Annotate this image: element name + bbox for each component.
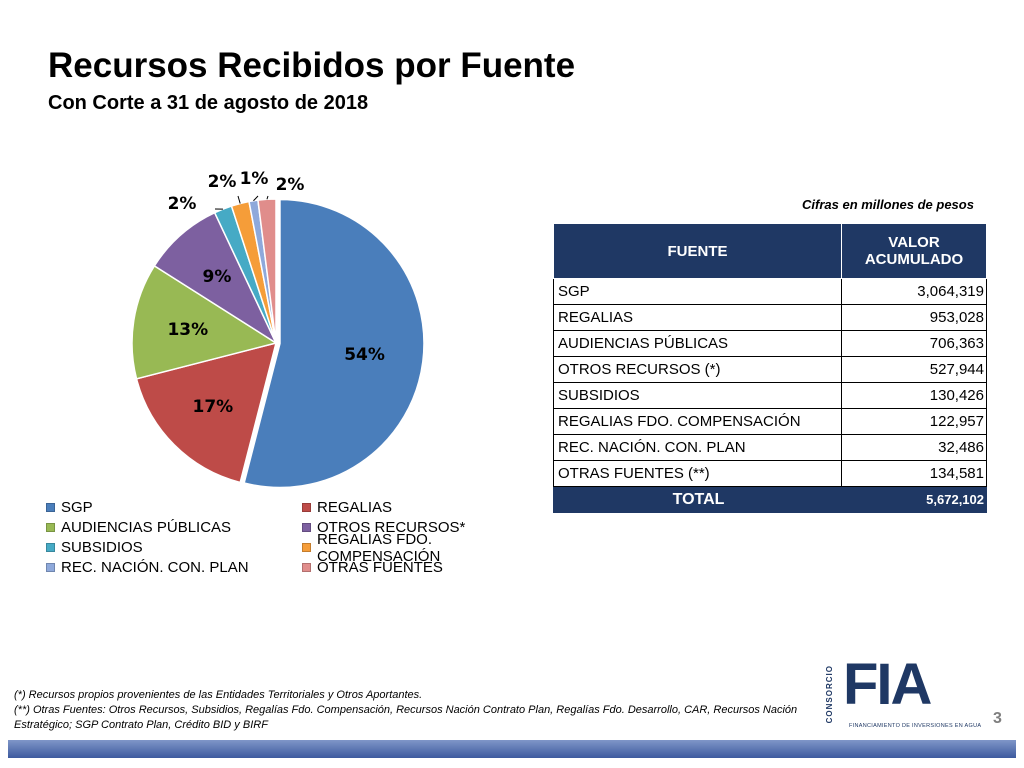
table-cell-fuente: REC. NACIÓN. CON. PLAN bbox=[553, 434, 842, 461]
page-number: 3 bbox=[993, 710, 1002, 727]
legend-label: OTROS RECURSOS* bbox=[317, 519, 466, 536]
legend-swatch bbox=[46, 563, 55, 572]
legend-swatch bbox=[302, 563, 311, 572]
table-cell-valor: 134,581 bbox=[841, 460, 987, 487]
fia-logo: CONSORCIO FIA FINANCIAMIENTO DE INVERSIO… bbox=[825, 652, 981, 735]
footnote-1: (*) Recursos propios provenientes de las… bbox=[14, 689, 423, 701]
table-row: AUDIENCIAS PÚBLICAS 706,363 bbox=[553, 330, 987, 357]
pie-data-label: 2% bbox=[276, 175, 305, 195]
page-title: Recursos Recibidos por Fuente bbox=[48, 46, 576, 85]
table-cell-valor: 122,957 bbox=[841, 408, 987, 435]
header-valor: VALOR ACUMULADO bbox=[841, 223, 987, 279]
table-cell-fuente: AUDIENCIAS PÚBLICAS bbox=[553, 330, 842, 357]
pie-data-label: 54% bbox=[344, 345, 385, 365]
legend-item: OTROS RECURSOS* bbox=[302, 518, 558, 537]
logo-side-text: CONSORCIO bbox=[825, 665, 834, 724]
table-cell-valor: 953,028 bbox=[841, 304, 987, 331]
pie-leader-line bbox=[237, 195, 241, 204]
legend-item: REC. NACIÓN. CON. PLAN bbox=[46, 558, 302, 577]
pie-data-label: 1% bbox=[240, 169, 269, 189]
table-cell-valor: 706,363 bbox=[841, 330, 987, 357]
table-cell-valor: 130,426 bbox=[841, 382, 987, 409]
legend-label: SUBSIDIOS bbox=[61, 539, 143, 556]
table-body: SGP 3,064,319 REGALIAS 953,028 AUDIENCIAS PÚ… bbox=[553, 278, 987, 513]
pie-data-label: 17% bbox=[193, 397, 234, 417]
legend-swatch bbox=[46, 503, 55, 512]
legend-label: OTRAS FUENTES bbox=[317, 559, 443, 576]
legend-label: SGP bbox=[61, 499, 93, 516]
header-fuente: FUENTE bbox=[553, 223, 842, 279]
total-row: TOTAL 5,672,102 bbox=[553, 486, 987, 513]
sources-table: FUENTE VALOR ACUMULADO SGP 3,064,319 REGAL… bbox=[553, 223, 987, 513]
legend-label: REGALIAS FDO. COMPENSACIÓN bbox=[316, 530, 441, 565]
legend-swatch bbox=[46, 523, 55, 532]
table-row: OTROS RECURSOS (*) 527,944 bbox=[553, 356, 987, 383]
table-row: SGP 3,064,319 bbox=[553, 278, 987, 305]
pie-slice bbox=[131, 264, 278, 380]
legend-swatch bbox=[302, 543, 311, 552]
legend-label: REGALIAS bbox=[317, 499, 393, 516]
table-row: SUBSIDIOS 130,426 bbox=[553, 382, 987, 409]
table-cell-fuente: OTRAS FUENTES (**) bbox=[553, 460, 842, 487]
page-subtitle: Con Corte a 31 de agosto de 2018 bbox=[48, 92, 369, 114]
pie-data-label: 9% bbox=[203, 267, 232, 287]
table-cell-fuente: OTROS RECURSOS (*) bbox=[553, 356, 842, 383]
chart-legend: SGP REGALIAS AUDIENCIAS PÚBLICAS OTROS RECU… bbox=[46, 498, 566, 577]
pie-slice bbox=[243, 198, 425, 489]
pie-data-label: 13% bbox=[167, 320, 208, 340]
legend-item: SGP bbox=[46, 498, 302, 517]
legend-item: OTRAS FUENTES bbox=[302, 558, 558, 577]
legend-swatch bbox=[302, 503, 311, 512]
table-header-row: FUENTE VALOR ACUMULADO bbox=[553, 223, 987, 279]
total-value: 5,672,102 bbox=[841, 486, 987, 513]
pie-data-label: 2% bbox=[168, 194, 197, 214]
table-row: REC. NACIÓN. CON. PLAN 32,486 bbox=[553, 434, 987, 461]
legend-item: REGALIAS FDO. COMPENSACIÓN bbox=[302, 531, 558, 565]
bottom-bar bbox=[8, 740, 1016, 758]
units-note: Cifras en millones de pesos bbox=[802, 197, 974, 212]
table-cell-fuente: SUBSIDIOS bbox=[553, 382, 842, 409]
table-cell-fuente: REGALIAS bbox=[553, 304, 842, 331]
legend-item: REGALIAS bbox=[302, 498, 558, 517]
pie-leader-line bbox=[253, 195, 259, 202]
table-cell-fuente: SGP bbox=[553, 278, 842, 305]
pie-slice bbox=[153, 211, 278, 346]
legend-swatch bbox=[302, 523, 311, 532]
legend-label: AUDIENCIAS PÚBLICAS bbox=[61, 519, 232, 536]
legend-label: REC. NACIÓN. CON. PLAN bbox=[61, 559, 249, 576]
pie-data-label: 2% bbox=[208, 172, 237, 192]
table-cell-valor: 32,486 bbox=[841, 434, 987, 461]
legend-item: AUDIENCIAS PÚBLICAS bbox=[46, 518, 302, 537]
table-cell-valor: 527,944 bbox=[841, 356, 987, 383]
logo-tagline: FINANCIAMIENTO DE INVERSIONES EN AGUA bbox=[849, 723, 982, 729]
pie-slice bbox=[135, 341, 278, 484]
table-cell-fuente: REGALIAS FDO. COMPENSACIÓN bbox=[553, 408, 842, 435]
table-cell-valor: 3,064,319 bbox=[841, 278, 987, 305]
footnote-2: (**) Otras Fuentes: Otros Recursos, Subs… bbox=[14, 704, 798, 731]
logo-main-text: FIA bbox=[843, 652, 932, 717]
table-row: OTRAS FUENTES (**) 134,581 bbox=[553, 460, 987, 487]
table-row: REGALIAS 953,028 bbox=[553, 304, 987, 331]
legend-swatch bbox=[46, 543, 55, 552]
pie-leader-line bbox=[266, 195, 269, 200]
table-row: REGALIAS FDO. COMPENSACIÓN 122,957 bbox=[553, 408, 987, 435]
footnotes: (*) Recursos propios provenientes de las… bbox=[14, 688, 814, 733]
total-label: TOTAL bbox=[553, 486, 842, 513]
legend-item: SUBSIDIOS bbox=[46, 538, 302, 557]
